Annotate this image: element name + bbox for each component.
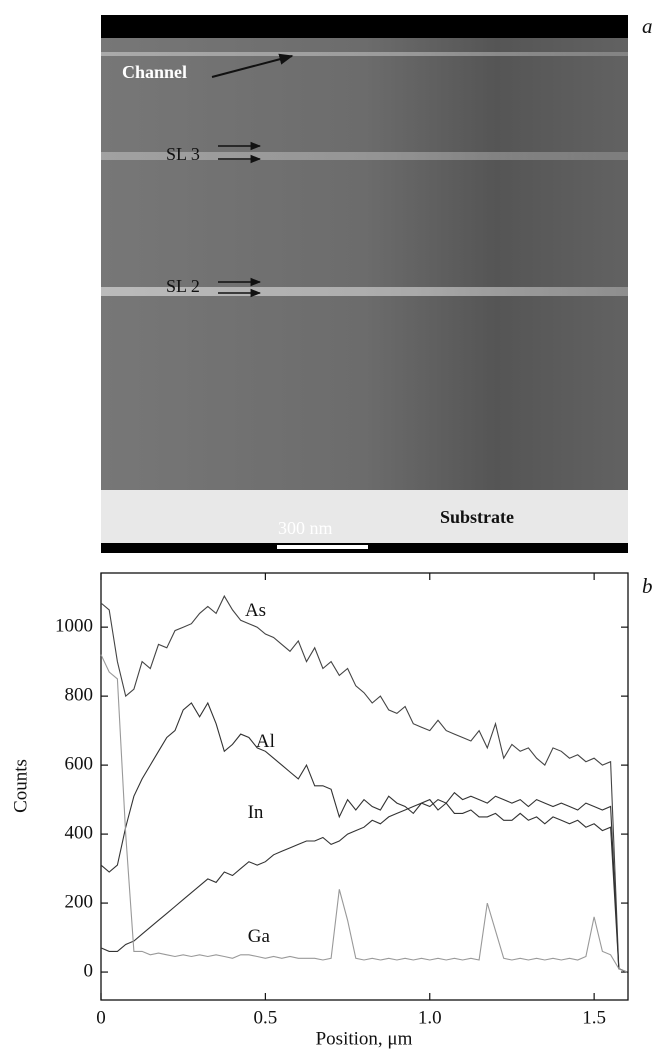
series-label: As	[245, 600, 266, 621]
series-line	[100, 791, 628, 973]
substrate-layer	[101, 490, 628, 543]
y-tick-label: 1000	[55, 616, 93, 637]
y-tick-label: 600	[65, 753, 94, 774]
sl2-layer	[101, 287, 628, 296]
image-body	[101, 38, 628, 490]
y-tick-label: 400	[65, 822, 94, 843]
plot-frame	[100, 572, 629, 1001]
panel-label: b	[642, 574, 653, 598]
y-tick-label: 0	[84, 960, 94, 981]
scale-label: 300 nm	[278, 518, 333, 538]
arrow	[211, 53, 294, 78]
y-tick-label: 800	[65, 684, 94, 705]
x-tick-label: 1.0	[418, 1007, 442, 1028]
label: SL 3	[166, 144, 200, 164]
series-label: Ga	[248, 926, 271, 947]
series-line	[100, 701, 628, 973]
x-tick-label: 0.5	[254, 1007, 278, 1028]
x-tick-label: 1.5	[582, 1007, 606, 1028]
series-line	[100, 654, 628, 973]
series-label: In	[248, 802, 264, 823]
x-tick-label: 0	[96, 1007, 106, 1028]
y-axis-label: Counts	[10, 759, 31, 813]
tem-image: Channel SL 3 SL 2 Substrate 300 nm a	[101, 14, 653, 553]
series-line	[100, 594, 628, 973]
series-label: Al	[256, 731, 275, 752]
x-axis-label: Position, μm	[316, 1028, 413, 1049]
channel-layer	[101, 52, 628, 56]
panel-label: a	[642, 14, 653, 38]
sl3-layer	[101, 152, 628, 160]
label: Channel	[122, 62, 187, 82]
y-tick-label: 200	[65, 891, 94, 912]
label: Substrate	[440, 507, 514, 527]
label: SL 2	[166, 276, 200, 296]
